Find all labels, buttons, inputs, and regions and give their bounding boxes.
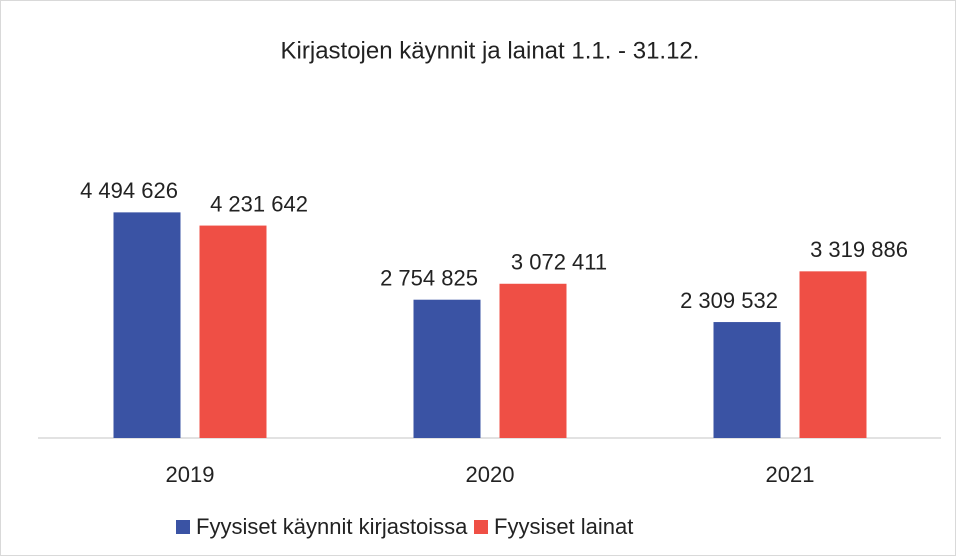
bar <box>499 283 567 438</box>
bar <box>413 299 481 438</box>
x-tick-label: 2020 <box>466 462 515 487</box>
bar <box>199 225 267 438</box>
data-label: 4 494 626 <box>80 178 178 203</box>
data-label: 2 754 825 <box>380 266 478 291</box>
bar <box>799 271 867 438</box>
data-label: 2 309 532 <box>680 288 778 313</box>
legend-label: Fyysiset lainat <box>494 514 633 539</box>
data-label: 4 231 642 <box>210 191 308 216</box>
x-tick-label: 2021 <box>766 462 815 487</box>
chart-title: Kirjastojen käynnit ja lainat 1.1. - 31.… <box>281 37 700 64</box>
bar <box>113 212 181 438</box>
legend-swatch <box>176 520 190 534</box>
x-tick-label: 2019 <box>166 462 215 487</box>
data-label: 3 072 411 <box>511 250 607 275</box>
bar <box>713 322 781 438</box>
data-label: 3 319 886 <box>810 237 908 262</box>
legend-swatch <box>474 520 488 534</box>
legend-label: Fyysiset käynnit kirjastoissa <box>196 514 468 539</box>
